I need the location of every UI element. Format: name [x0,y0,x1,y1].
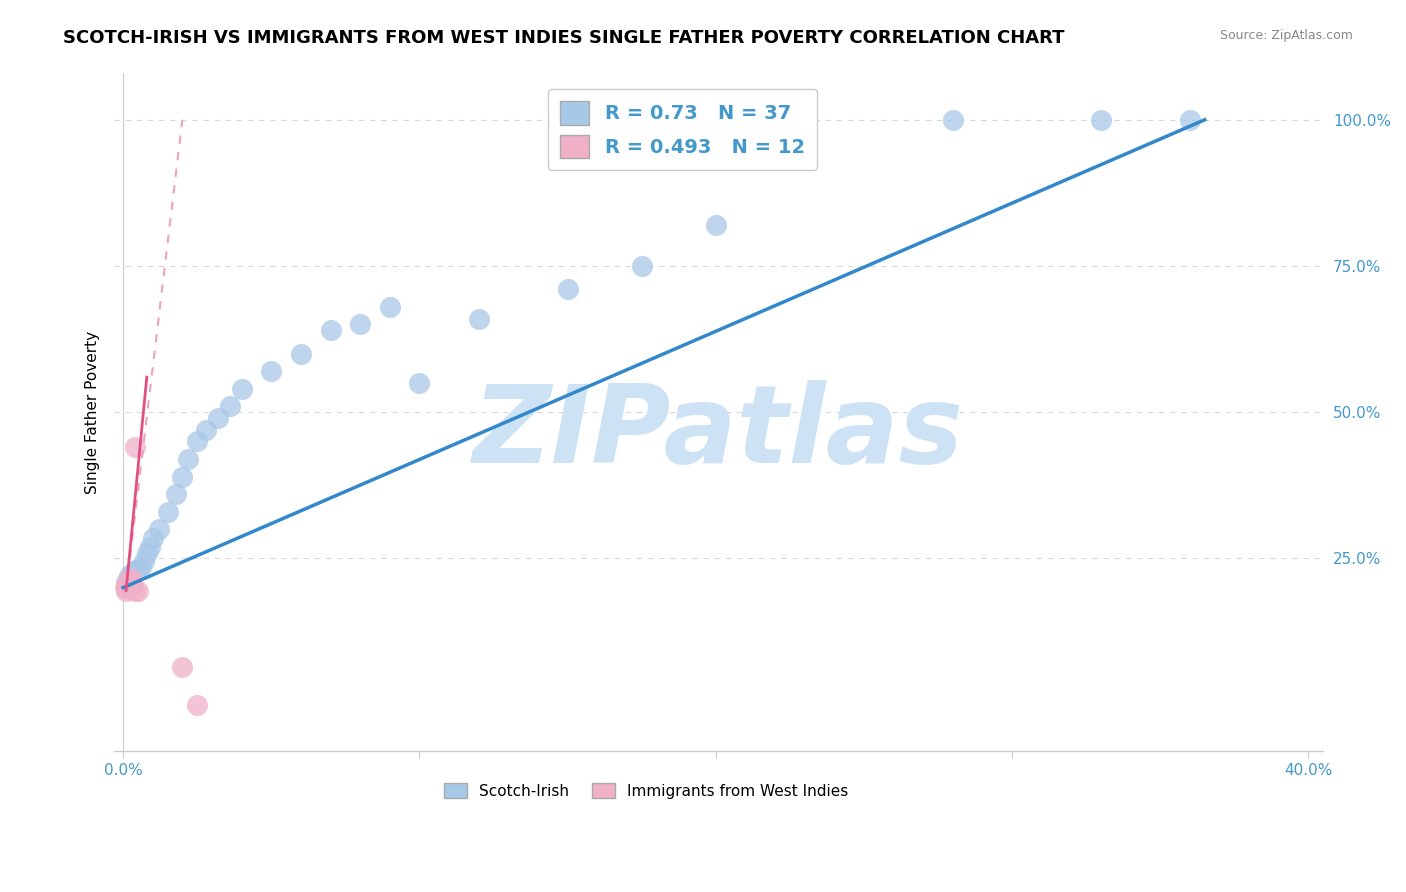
Point [172,469,194,483]
Point [118,572,141,586]
Point [124,583,146,598]
Point [207,411,229,425]
Point [704,218,727,232]
Point [114,581,136,595]
Text: ZIPatlas: ZIPatlas [474,380,965,485]
Point [115,581,138,595]
Point [557,282,579,296]
Point [408,376,430,390]
Point [319,323,342,337]
Point [142,531,165,545]
Point [115,574,138,589]
Point [127,583,149,598]
Point [115,583,138,598]
Point [942,112,965,127]
Point [121,578,143,592]
Point [231,382,253,396]
Point [290,347,312,361]
Point [1090,112,1112,127]
Point [118,572,141,586]
Point [121,566,143,580]
Point [195,423,218,437]
Y-axis label: Single Father Poverty: Single Father Poverty [86,331,100,494]
Point [1178,112,1201,127]
Point [177,452,200,467]
Point [156,505,179,519]
Point [378,300,401,314]
Point [132,554,155,568]
Point [218,400,240,414]
Point [186,698,208,712]
Legend: Scotch-Irish, Immigrants from West Indies: Scotch-Irish, Immigrants from West Indie… [437,777,855,805]
Point [349,318,371,332]
Point [121,569,143,583]
Point [127,563,149,577]
Point [121,572,143,586]
Point [165,487,187,501]
Text: Source: ZipAtlas.com: Source: ZipAtlas.com [1219,29,1353,43]
Point [115,578,138,592]
Point [118,569,141,583]
Point [124,566,146,580]
Point [172,659,194,673]
Point [124,563,146,577]
Point [129,560,152,574]
Point [630,259,652,273]
Point [148,522,170,536]
Text: SCOTCH-IRISH VS IMMIGRANTS FROM WEST INDIES SINGLE FATHER POVERTY CORRELATION CH: SCOTCH-IRISH VS IMMIGRANTS FROM WEST IND… [63,29,1064,47]
Point [124,440,146,454]
Point [186,434,208,449]
Point [135,546,157,560]
Point [139,540,162,554]
Point [118,578,141,592]
Point [260,364,283,378]
Point [467,311,489,326]
